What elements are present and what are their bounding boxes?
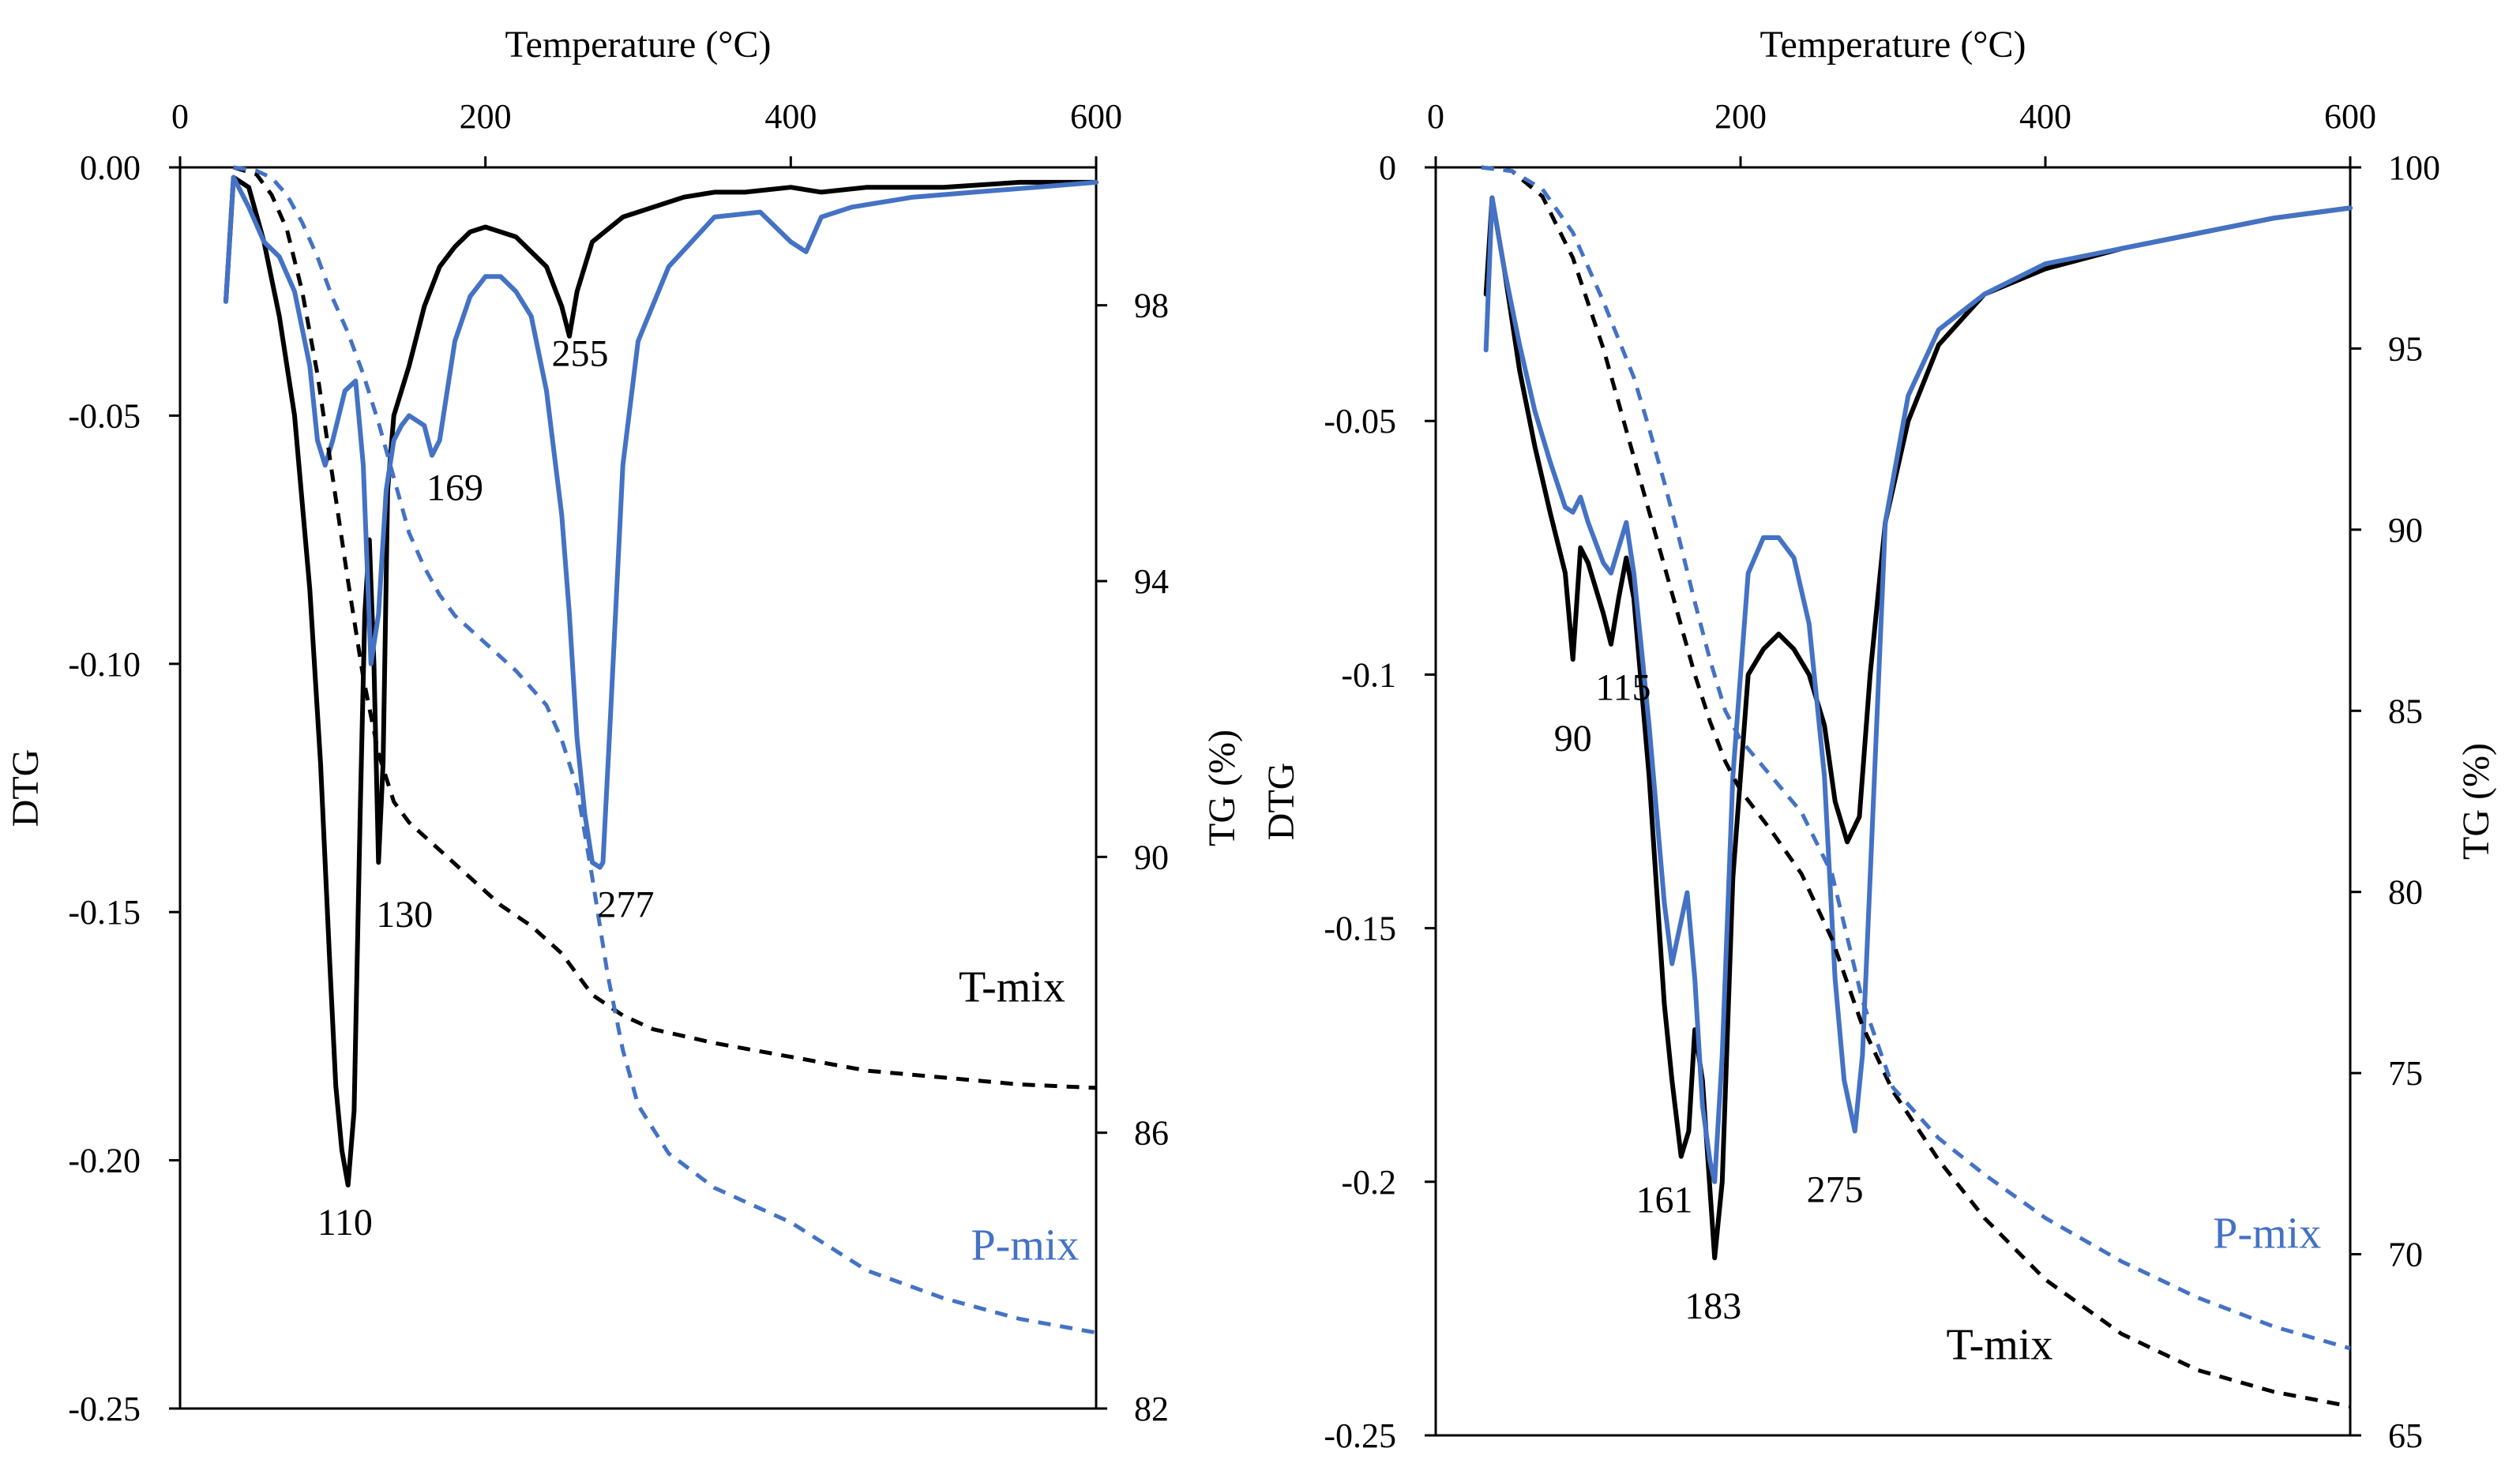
peak-label: 110 [317,1202,373,1244]
series-t-mix-dtg [223,174,1099,1187]
y-tick-label: -0.25 [1324,1416,1396,1455]
peak-label: 277 [598,883,655,925]
series-p-mix-dtg [1483,195,2353,1184]
y2-tick-label: 94 [1134,562,1169,601]
y-tick-label: -0.05 [1324,402,1396,441]
x-tick-label: 200 [1714,97,1767,136]
series-t-mix-tg [232,165,1097,1090]
peak-label: 161 [1636,1179,1693,1221]
x-tick-label: 400 [764,97,817,136]
y2-tick-label: 75 [2388,1054,2423,1093]
y-tick-label: -0.20 [68,1142,141,1180]
x-tick-label: 600 [1070,97,1122,136]
series-t-mix-dtg [1483,195,2353,1261]
peak-label: 130 [376,894,433,936]
y2-tick-label: 100 [2388,148,2440,187]
y-tick-label: -0.15 [68,893,141,932]
x-tick-label: 0 [171,97,189,136]
x-axis-label: Temperature (°C) [505,24,771,66]
y-tick-label: -0.1 [1341,655,1396,694]
y2-axis-label: TG (%) [1201,730,1243,846]
legend-label: P-mix [2213,1209,2321,1258]
y-tick-label: -0.25 [68,1390,141,1428]
y2-tick-label: 90 [2388,511,2423,550]
y2-axis-label: TG (%) [2455,743,2497,860]
peak-label: 183 [1684,1285,1741,1327]
y2-tick-label: 85 [2388,692,2423,730]
y-tick-label: -0.10 [68,645,141,684]
y-tick-label: -0.2 [1341,1163,1396,1202]
series-p-mix-dtg [223,174,1099,870]
y2-tick-label: 98 [1134,287,1169,325]
x-tick-label: 0 [1427,97,1444,136]
x-tick-label: 600 [2324,97,2376,136]
y2-tick-label: 82 [1134,1390,1169,1428]
y-tick-label: -0.05 [68,396,141,435]
y-axis-label: DTG [1260,763,1302,841]
x-tick-label: 200 [460,97,512,136]
chart-panel-1: 0 200 400 600 Temperature (°C) 0.00 -0.05 -0.10… [5,24,1243,1428]
legend-label: P-mix [971,1221,1079,1270]
peak-label: 169 [426,467,483,508]
y2-tick-label: 86 [1134,1114,1169,1153]
y-tick-label: 0 [1379,148,1396,187]
peak-label: 255 [552,333,609,375]
y2-tick-label: 90 [1134,838,1169,876]
legend-label: T-mix [1947,1321,2053,1370]
y-tick-label: 0.00 [80,148,141,187]
y2-tick-label: 65 [2388,1416,2423,1455]
y2-tick-label: 70 [2388,1236,2423,1274]
y-tick-label: -0.15 [1324,910,1396,948]
x-tick-label: 400 [2019,97,2071,136]
peak-label: 115 [1595,667,1651,709]
peak-label: 90 [1554,718,1592,760]
x-axis-label: Temperature (°C) [1759,24,2026,66]
chart-panel-2: 0 200 400 600 Temperature (°C) 0 -0.05 -0.1 -0.1… [1260,24,2497,1455]
y2-tick-label: 95 [2388,329,2423,368]
legend-label: T-mix [959,962,1065,1011]
series-p-mix-tg [1481,165,2351,1351]
y-axis-label: DTG [5,749,47,827]
series-p-mix-tg [233,165,1097,1335]
y2-tick-label: 80 [2388,873,2423,912]
peak-label: 275 [1807,1169,1864,1210]
